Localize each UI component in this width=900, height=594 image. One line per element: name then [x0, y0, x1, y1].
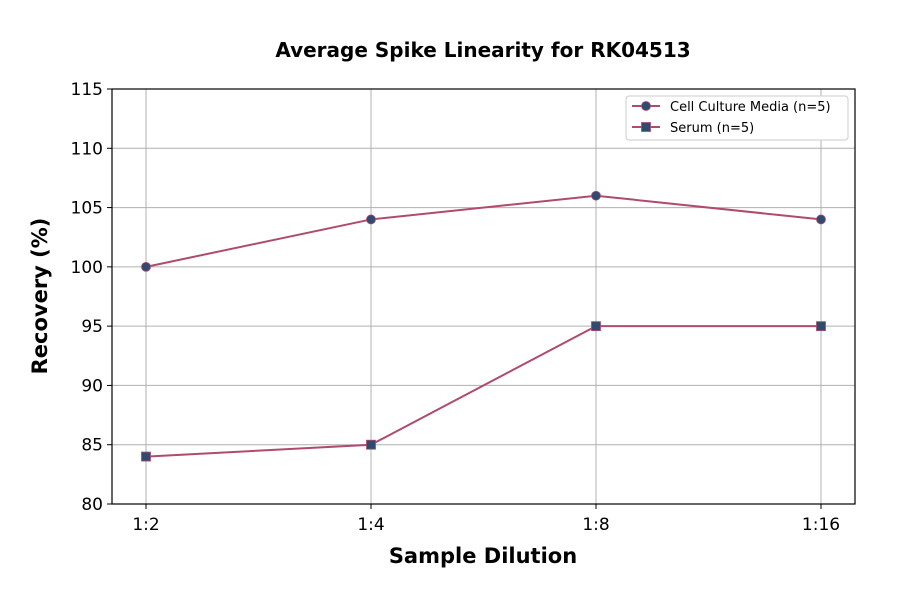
y-tick-label: 110: [71, 139, 103, 159]
y-tick-label: 95: [81, 317, 103, 337]
legend-marker: [641, 122, 651, 132]
legend-label: Cell Culture Media (n=5): [670, 100, 831, 115]
legend: Cell Culture Media (n=5) Serum (n=5): [625, 95, 849, 141]
x-tick-label: 1:2: [132, 515, 159, 535]
data-point: [816, 321, 826, 332]
data-point: [366, 439, 376, 450]
y-tick-label: 80: [81, 495, 103, 515]
legend-marker: [641, 101, 651, 111]
data-point: [141, 261, 151, 272]
y-axis-label: Recovery (%): [28, 218, 52, 375]
y-tick-label: 90: [81, 376, 103, 396]
y-tick-label: 105: [71, 199, 103, 219]
data-point: [366, 214, 376, 225]
data-point: [591, 321, 601, 332]
data-point: [141, 451, 151, 462]
series-line: [145, 325, 821, 458]
y-tick-label: 100: [71, 258, 103, 278]
y-tick-label: 85: [81, 436, 103, 456]
plot-area-frame: [111, 88, 856, 505]
series-line: [145, 194, 822, 268]
x-axis-label: Sample Dilution: [389, 544, 577, 568]
data-point: [591, 190, 601, 201]
x-tick-label: 1:8: [582, 515, 609, 535]
x-tick-label: 1:4: [357, 515, 384, 535]
legend-label: Serum (n=5): [670, 121, 754, 136]
data-point: [816, 214, 826, 225]
x-tick-label: 1:16: [802, 515, 840, 535]
chart-title: Average Spike Linearity for RK04513: [275, 38, 690, 62]
y-tick-label: 115: [71, 80, 103, 100]
